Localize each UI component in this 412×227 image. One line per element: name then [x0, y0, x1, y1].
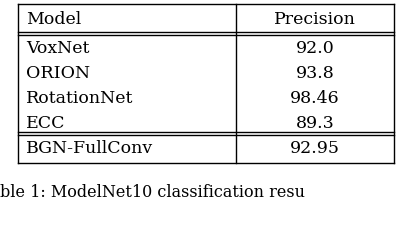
Text: Precision: Precision	[274, 10, 356, 27]
Text: 89.3: 89.3	[296, 114, 335, 131]
Text: 98.46: 98.46	[290, 90, 340, 106]
Text: ECC: ECC	[26, 114, 66, 131]
Text: Model: Model	[26, 10, 81, 27]
Text: VoxNet: VoxNet	[26, 40, 89, 57]
Text: ble 1: ModelNet10 classification resu: ble 1: ModelNet10 classification resu	[0, 183, 305, 200]
Text: 92.0: 92.0	[296, 40, 335, 57]
Text: BGN-FullConv: BGN-FullConv	[26, 139, 153, 156]
Text: RotationNet: RotationNet	[26, 90, 133, 106]
Text: 92.95: 92.95	[290, 139, 340, 156]
Text: 93.8: 93.8	[296, 65, 335, 82]
Text: ORION: ORION	[26, 65, 90, 82]
